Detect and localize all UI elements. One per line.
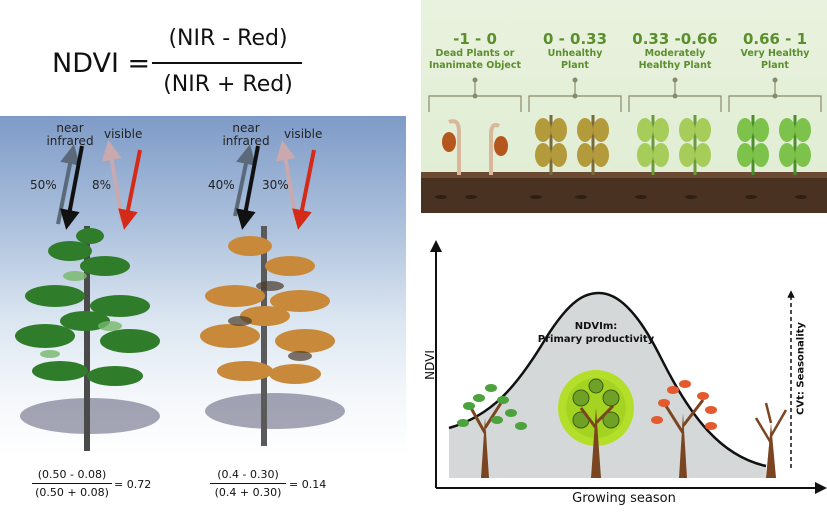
ndvi-curve [448, 291, 767, 468]
healthy-visible-reflected-arrow [101, 140, 124, 221]
stressed-visible-incident-arrow [292, 149, 316, 230]
autumn-tree-icon [651, 380, 717, 478]
stressed-nir-incident-arrow [236, 145, 260, 230]
green-tree-icon [457, 384, 527, 478]
unhealthy-plant-icon [535, 115, 609, 175]
healthy-nir-label: near infrared [46, 121, 94, 148]
x-axis-label: Growing season [572, 491, 676, 506]
stressed-visible-label: visible [284, 127, 323, 141]
stressed-nir-reflected-arrow [233, 144, 256, 217]
tree-reflectance-panel: near infrared visible 50% 8% near infrar… [0, 116, 406, 456]
ndvi-health-scale-panel: -1 - 0 Dead Plants or Inanimate Object 0… [421, 0, 827, 213]
lime-tree-icon [558, 370, 634, 478]
formula-denominator: (NIR + Red) [163, 72, 293, 97]
healthy-calc-denominator: (0.50 + 0.08) [35, 486, 109, 499]
scale-range-2: 0 - 0.33 [542, 30, 608, 48]
moderately-healthy-plant-icon [637, 115, 711, 175]
stressed-visible-percent: 30% [262, 178, 289, 192]
soil [421, 175, 827, 213]
health-scale-illustration [421, 77, 827, 213]
healthy-ndvi-result: = 0.72 [114, 478, 152, 491]
stressed-calc-bar [210, 483, 286, 484]
y-axis-label: NDVI [423, 350, 437, 380]
stressed-calculation: (0.4 - 0.30) (0.4 + 0.30) [210, 468, 286, 499]
scale-range-1: -1 - 0 [453, 30, 497, 48]
healthy-tree [15, 226, 160, 451]
formula-numerator: (NIR - Red) [168, 26, 288, 51]
scale-desc-1: Dead Plants or Inanimate Object [428, 48, 522, 71]
formula-fraction-bar [152, 62, 302, 64]
stressed-calc-denominator: (0.4 + 0.30) [214, 486, 282, 499]
very-healthy-plant-icon [737, 115, 811, 175]
scale-desc-4: Very Healthy Plant [740, 48, 810, 71]
healthy-calc-bar [32, 483, 112, 484]
healthy-calculation: (0.50 - 0.08) (0.50 + 0.08) [32, 468, 112, 499]
stressed-calc-numerator: (0.4 - 0.30) [217, 468, 279, 481]
healthy-nir-percent: 50% [30, 178, 57, 192]
stressed-nir-percent: 40% [208, 178, 235, 192]
scale-desc-2: Unhealthy Plant [547, 48, 603, 71]
seasonality-curve-illustration [430, 240, 827, 494]
formula-label: NDVI = [52, 48, 151, 79]
scale-desc-3: Moderately Healthy Plant [638, 48, 712, 71]
stressed-ndvi-result: = 0.14 [289, 478, 327, 491]
healthy-nir-incident-arrow [60, 145, 84, 230]
healthy-calc-numerator: (0.50 - 0.08) [37, 468, 107, 481]
dead-plant-icon [442, 119, 508, 175]
stressed-nir-label: near infrared [222, 121, 270, 148]
healthy-visible-percent: 8% [92, 178, 112, 192]
bare-tree-icon [754, 402, 788, 478]
healthy-visible-incident-arrow [118, 149, 142, 230]
tree-illustration [15, 140, 345, 451]
scale-range-3: 0.33 -0.66 [632, 30, 718, 48]
seasonality-label: CVt: Seasonality [795, 322, 807, 415]
stressed-tree [200, 226, 335, 446]
ndvi-seasonality-diagram: NDVI Growing season NDVIm: Primary produ… [421, 238, 827, 525]
peak-label: NDVIm: Primary productivity [537, 321, 655, 345]
healthy-visible-label: visible [104, 127, 143, 141]
stressed-tree-shadow [205, 393, 345, 429]
scale-range-4: 0.66 - 1 [742, 30, 808, 48]
